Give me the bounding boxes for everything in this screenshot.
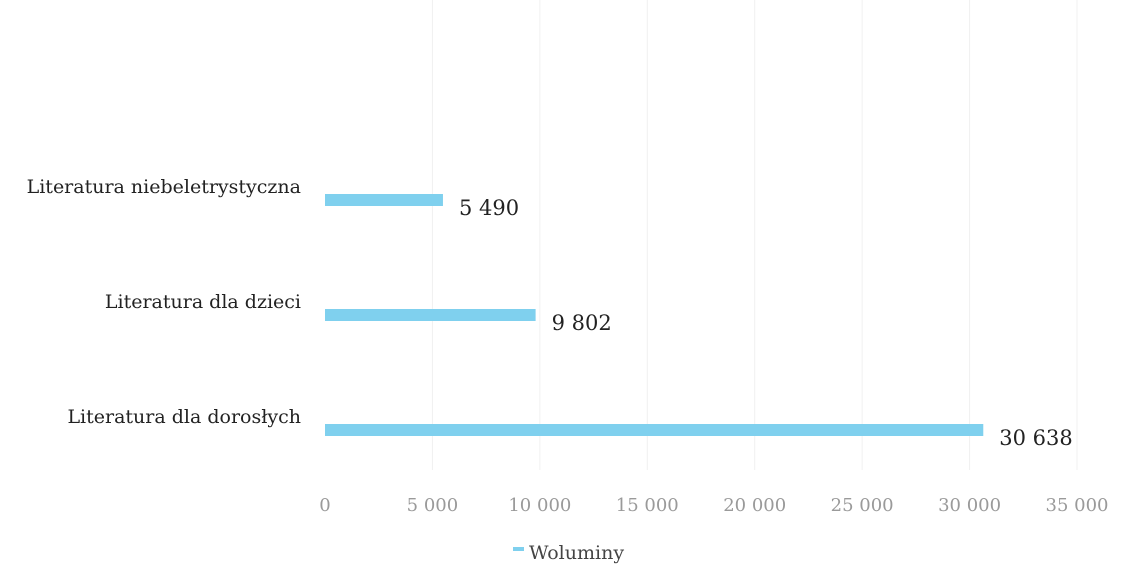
tick-label: 5 000 <box>407 495 459 516</box>
tick-label: 35 000 <box>1046 495 1109 516</box>
data-labels: 5 490 9 802 30 638 <box>459 196 1073 450</box>
bar <box>325 309 536 321</box>
tick-label: 20 000 <box>723 495 786 516</box>
tick-label: 25 000 <box>831 495 894 516</box>
bar <box>325 194 443 206</box>
bar <box>325 424 984 436</box>
tick-label: 15 000 <box>616 495 679 516</box>
category-labels: Literatura niebeletrystyczna Literatura d… <box>27 176 301 428</box>
bars <box>325 194 984 436</box>
legend-label: Woluminy <box>529 542 624 564</box>
legend: Woluminy <box>513 542 624 564</box>
data-label: 30 638 <box>999 426 1072 450</box>
data-label: 5 490 <box>459 196 519 220</box>
tick-label: 10 000 <box>508 495 571 516</box>
category-label: Literatura dla dorosłych <box>67 406 301 428</box>
legend-swatch <box>513 547 524 551</box>
category-label: Literatura niebeletrystyczna <box>27 176 301 198</box>
category-label: Literatura dla dzieci <box>105 291 301 313</box>
grid-lines <box>431 0 1078 470</box>
tick-label: 30 000 <box>938 495 1001 516</box>
tick-label: 0 <box>319 495 330 516</box>
data-label: 9 802 <box>552 311 612 335</box>
x-axis-tick-labels: 0 5 000 10 000 15 000 20 000 25 000 30 000 35 0… <box>319 495 1108 516</box>
